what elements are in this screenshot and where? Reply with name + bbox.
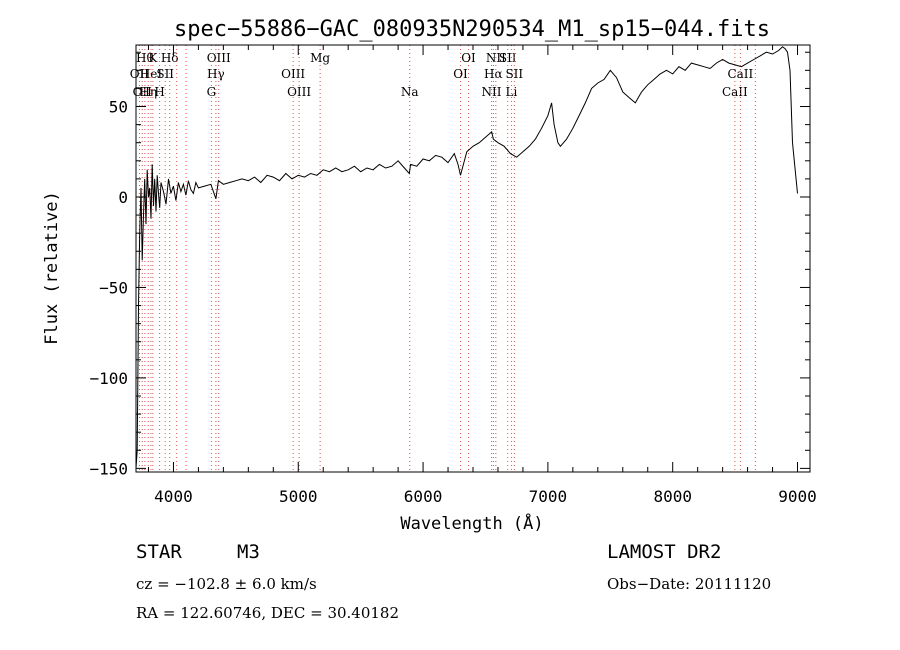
observation-date: Obs−Date: 20111120 xyxy=(607,575,772,593)
y-tick-label: −100 xyxy=(89,369,128,388)
redshift-velocity: cz = −102.8 ± 6.0 km/s xyxy=(136,575,317,593)
line-marker-label: CaII xyxy=(727,67,753,81)
line-marker-label: Hδ xyxy=(161,51,179,65)
x-tick-label: 7000 xyxy=(529,487,568,506)
x-tick-label: 9000 xyxy=(778,487,817,506)
y-tick-label: 50 xyxy=(109,98,128,117)
spectrum-line xyxy=(135,46,798,469)
object-subclass: M3 xyxy=(237,541,260,563)
y-tick-label: −50 xyxy=(99,278,128,297)
line-marker-label: OIII xyxy=(287,85,311,99)
object-class: STAR xyxy=(136,541,182,563)
chart-title: spec−55886−GAC_080935N290534_M1_sp15−044… xyxy=(174,17,770,42)
line-marker-label: SII xyxy=(156,67,174,81)
y-axis-label: Flux (relative) xyxy=(42,191,62,345)
line-marker-label: HeI xyxy=(140,67,163,81)
line-marker-label: CaII xyxy=(722,85,748,99)
plot-frame xyxy=(135,44,811,473)
line-marker-label: NII xyxy=(481,85,501,99)
coordinates: RA = 122.60746, DEC = 30.40182 xyxy=(136,604,400,622)
line-marker-label: OI xyxy=(453,67,468,81)
x-tick-label: 8000 xyxy=(653,487,692,506)
line-marker-label: Na xyxy=(401,85,419,99)
line-marker-label: Hγ xyxy=(207,67,225,81)
line-marker-label: Mg xyxy=(310,51,330,65)
line-markers: OIIOIIHθHηHeIKHSIIHδHγOIIIGOIIIOIIIMgNaO… xyxy=(130,45,756,472)
line-marker-label: Li xyxy=(506,85,518,99)
survey-name: LAMOST DR2 xyxy=(607,541,722,563)
line-marker-label: G xyxy=(207,85,217,99)
x-axis: 4000 5000 6000 7000 8000 9000 xyxy=(147,45,817,506)
x-tick-label: 5000 xyxy=(279,487,318,506)
y-tick-label: 0 xyxy=(118,188,128,207)
line-marker-label: Hθ xyxy=(136,51,154,65)
line-marker-label: H xyxy=(154,85,164,99)
line-marker-label: K xyxy=(148,51,158,65)
y-axis: −150 −100 −50 0 50 xyxy=(89,51,810,478)
line-marker-label: SII xyxy=(499,51,517,65)
line-marker-label: OI xyxy=(461,51,476,65)
line-marker-label: NII xyxy=(486,51,506,65)
x-tick-label: 4000 xyxy=(154,487,193,506)
line-marker-label: Hη xyxy=(139,85,157,99)
line-marker-label: SII xyxy=(505,67,523,81)
line-marker-label: OIII xyxy=(207,51,231,65)
x-tick-label: 6000 xyxy=(404,487,443,506)
x-axis-label: Wavelength (Å) xyxy=(400,512,543,534)
line-marker-label: Hα xyxy=(484,67,503,81)
y-tick-label: −150 xyxy=(89,459,128,478)
line-marker-label: OIII xyxy=(281,67,305,81)
